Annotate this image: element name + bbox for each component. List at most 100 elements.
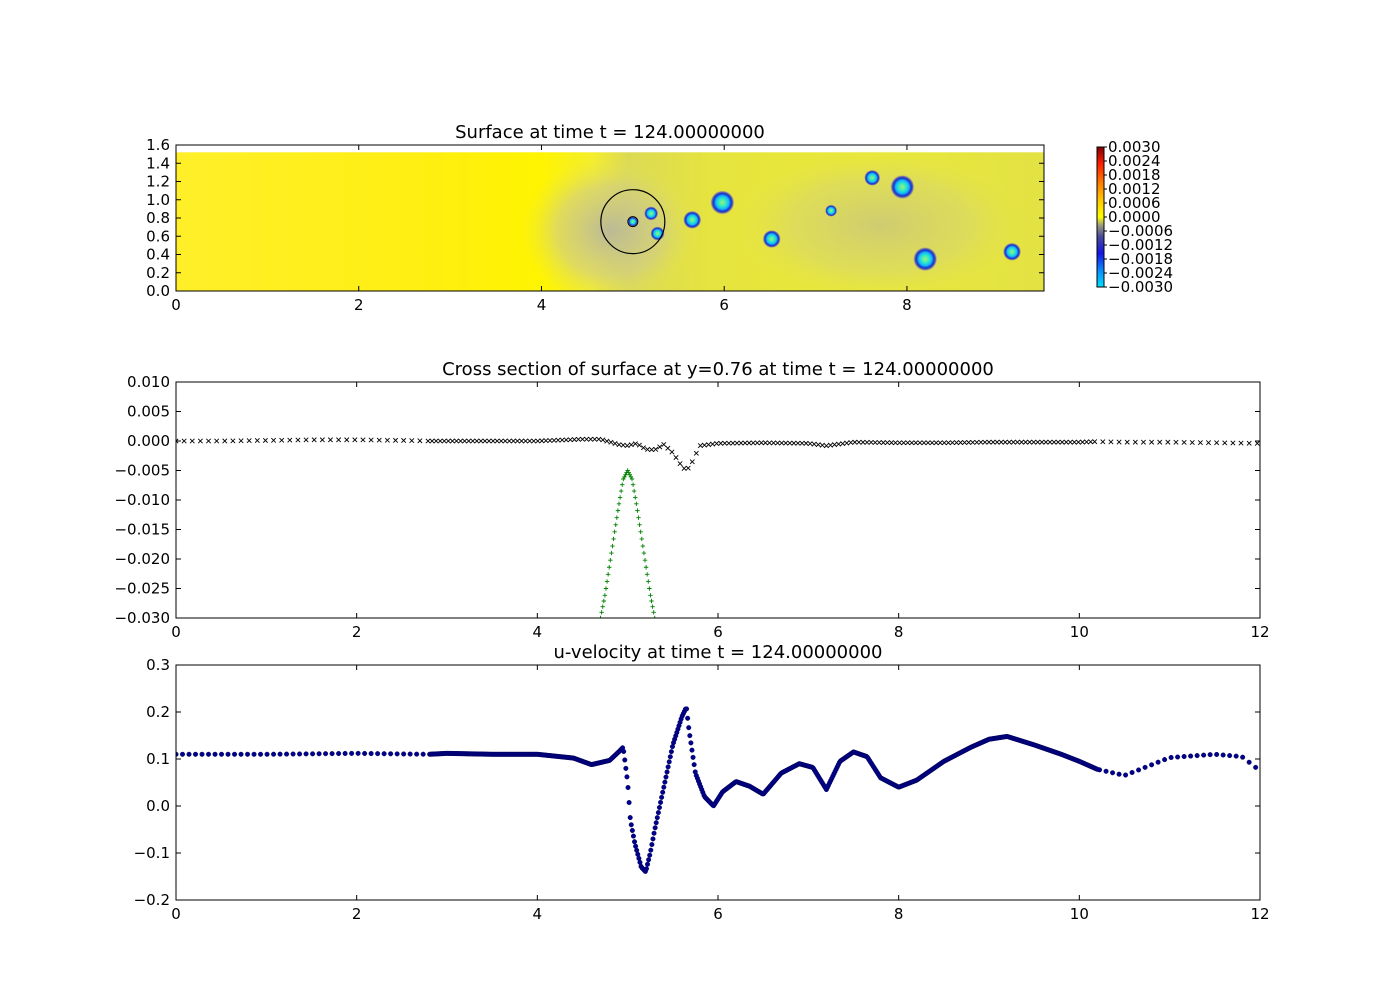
cross-section-point [856,439,862,445]
cross-section-point [754,440,760,446]
velocity-point [649,842,655,848]
velocity-point [623,765,629,771]
velocity-point [648,847,654,853]
velocity-xtick-label: 0 [171,905,181,923]
velocity-point [1233,753,1239,759]
velocity-ytick-label: 0.2 [146,703,170,721]
cross-section-point [673,455,679,461]
velocity-xtick-label: 8 [894,905,904,923]
cross-section-point [1075,439,1081,445]
velocity-point [219,751,225,757]
cross-section-ytick-label: 0.010 [127,373,170,391]
velocity-point [1136,767,1142,773]
surface-ytick-label: 1.0 [146,191,170,209]
cross-section-point [1014,439,1020,445]
velocity-point [661,784,667,790]
cross-section-point [742,440,748,446]
cross-section-point [466,438,472,444]
cross-section-point [523,438,529,444]
surface-title: Surface at time t = 124.00000000 [455,122,765,143]
velocity-point [245,751,251,757]
cross-section-point [1035,439,1041,445]
velocity-point [375,751,381,757]
body-profile-point [613,522,618,527]
cross-section-point [649,447,655,453]
velocity-point [407,751,413,757]
cross-section-point [897,440,903,446]
cross-section-xtick-label: 8 [894,623,904,641]
cross-section-point [336,437,342,443]
velocity-point [251,751,257,757]
body-profile-point [638,529,643,535]
velocity-point [277,751,283,757]
velocity-point [650,836,656,842]
cross-section-ytick-label: −0.025 [114,580,170,598]
cross-section-point [738,440,744,446]
cross-section-point [1189,439,1195,445]
cross-section-xtick-label: 10 [1070,623,1089,641]
cross-section-point [600,437,606,443]
body-profile-point [633,495,638,500]
cross-section-point [474,438,480,444]
cross-section-ytick-label: −0.010 [114,491,170,509]
cross-section-point [718,440,724,446]
body-profile-point [603,586,609,591]
cross-section-point [970,439,976,445]
body-profile-point [648,593,653,598]
cross-section-point [206,438,212,444]
body-profile-point [639,536,644,542]
velocity-point [1149,762,1155,768]
colorbar-tick-label: 0.0024 [1108,152,1161,170]
cross-section-point [1254,440,1260,446]
cross-section-point [905,440,911,446]
velocity-point [342,750,348,756]
velocity-point [647,852,653,858]
cross-section-point [563,437,569,443]
surface-xtick-label: 2 [354,296,364,314]
velocity-point [212,751,218,757]
body-profile-point [649,598,654,604]
cross-section-point [1157,439,1163,445]
body-profile-point [602,593,608,598]
cross-section-point [827,442,833,448]
cross-section-point [632,441,638,447]
velocity-point [414,751,420,757]
body-profile-point [598,615,603,618]
cross-section-point [677,461,683,467]
surface-xtick-label: 4 [537,296,547,314]
velocity-point [654,815,660,821]
colorbar-gradient [1096,146,1105,288]
velocity-point [632,839,638,845]
cross-section-point [722,440,728,446]
colorbar-tick-label: −0.0006 [1108,222,1173,240]
cross-section-point [490,438,496,444]
cross-section-point [669,449,675,455]
cross-section-point [697,443,703,449]
velocity-point [258,751,264,757]
cross-section-point [1222,440,1228,446]
cross-section-point [953,440,959,446]
cross-section-point [998,439,1004,445]
cross-section-point [701,442,707,448]
surface-xtick-label: 6 [719,296,729,314]
cross-section-point [771,440,777,446]
body-profile-point [652,615,657,618]
velocity-point [628,822,634,828]
colorbar-tick-label: 0.0006 [1108,194,1161,212]
cross-section-point [1059,439,1065,445]
velocity-point [658,799,664,805]
cross-section-point [803,440,809,446]
cross-section-point [852,439,858,445]
body-profile-point [605,572,611,577]
body-profile-point [622,474,627,480]
cross-section-point [449,438,455,444]
cross-section-point [860,439,866,445]
velocity-xtick-label: 6 [713,905,723,923]
velocity-point [646,857,652,863]
cross-section-point [876,439,882,446]
cross-section-point [303,437,309,443]
velocity-point [1142,764,1148,770]
surface-ytick-label: 1.4 [146,154,170,172]
cross-section-ytick-label: −0.005 [114,462,170,480]
cross-section-point [945,440,951,446]
